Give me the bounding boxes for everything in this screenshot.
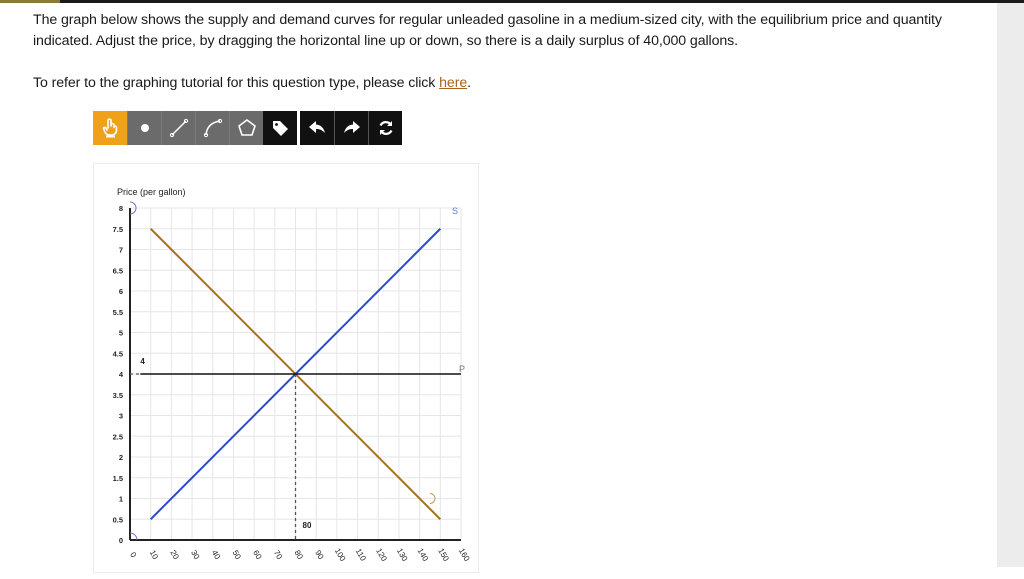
pointer-tool[interactable]	[93, 111, 127, 145]
top-accent	[0, 0, 60, 3]
y-tick-label: 3	[119, 412, 123, 421]
y-tick-label: 0	[119, 536, 123, 545]
y-tick-label: 5	[119, 329, 123, 338]
tutorial-line: To refer to the graphing tutorial for th…	[33, 73, 471, 94]
y-tick-label: 6.5	[113, 266, 123, 275]
supply-demand-chart[interactable]: Price (per gallon)0 10 20 30 40 50 60 70 80 90 100…	[94, 164, 480, 574]
x-tick-label: 80	[293, 549, 306, 562]
demand-end-handle[interactable]	[429, 493, 436, 504]
y-axis-label: Price (per gallon)	[117, 187, 186, 197]
window-top-border	[0, 0, 1024, 3]
x-tick-label: 90	[313, 549, 326, 562]
y-tick-label: 6	[119, 287, 123, 296]
x-tick-label: 70	[272, 549, 285, 562]
tutorial-link[interactable]: here	[439, 75, 468, 91]
x-tick-label: 0	[128, 551, 138, 560]
redo-arrow-icon	[343, 121, 360, 133]
supply-label: S	[452, 206, 458, 216]
y-tick-label: 3.5	[113, 391, 123, 400]
right-gutter	[997, 3, 1024, 567]
y-tick-label: 4.5	[113, 349, 123, 358]
line-tool[interactable]	[161, 111, 195, 145]
y-tick-label: 1.5	[113, 474, 123, 483]
x-tick-label: 150	[436, 547, 451, 564]
curve-tool[interactable]	[195, 111, 229, 145]
tag-icon	[273, 121, 288, 136]
polygon-tool[interactable]	[229, 111, 263, 145]
x-tick-label: 110	[354, 547, 368, 563]
x-tick-label: 60	[251, 549, 264, 562]
y-tick-label: 8	[119, 204, 123, 213]
redo-button[interactable]	[334, 111, 368, 145]
pentagon-icon	[237, 119, 256, 136]
label-tool[interactable]	[263, 111, 297, 145]
equilibrium-quantity-label: 80	[303, 521, 312, 530]
y-tick-label: 2.5	[113, 432, 123, 441]
x-tick-label: 160	[457, 547, 472, 564]
tutorial-suffix: .	[467, 75, 471, 91]
y-tick-label: 7.5	[113, 225, 123, 234]
line-segment-icon	[169, 118, 188, 138]
equilibrium-price-label: 4	[140, 357, 145, 366]
y-tick-label: 2	[119, 453, 123, 462]
x-tick-label: 20	[168, 549, 181, 562]
question-text: The graph below shows the supply and dem…	[33, 12, 942, 49]
x-tick-label: 120	[374, 547, 389, 564]
y-tick-label: 0.5	[113, 515, 123, 524]
refresh-icon	[379, 121, 392, 135]
x-tick-label: 10	[148, 549, 161, 562]
x-tick-label: 130	[395, 547, 410, 564]
undo-button[interactable]	[300, 111, 334, 145]
undo-arrow-icon	[309, 121, 325, 133]
price-line-label: P	[459, 364, 465, 374]
hand-pointer-icon	[102, 118, 118, 138]
demand-label-handle[interactable]	[129, 201, 137, 215]
x-tick-label: 50	[230, 549, 243, 562]
graph-toolbar	[93, 111, 402, 145]
x-tick-label: 100	[333, 547, 348, 564]
x-tick-label: 140	[416, 547, 431, 564]
y-tick-label: 1	[119, 495, 123, 504]
reset-button[interactable]	[368, 111, 402, 145]
origin-handle[interactable]	[129, 532, 138, 541]
curve-icon	[203, 118, 222, 138]
point-tool[interactable]	[127, 111, 161, 145]
x-tick-label: 40	[210, 549, 223, 562]
dot-icon	[140, 124, 149, 132]
graph-card: Price (per gallon) 0 10 20 30 40 50 60 70 80 90 100…	[93, 163, 479, 573]
y-tick-label: 7	[119, 246, 123, 255]
y-tick-label: 4	[119, 370, 124, 379]
tutorial-prefix: To refer to the graphing tutorial for th…	[33, 75, 440, 91]
x-tick-label: 30	[189, 549, 202, 562]
y-tick-label: 5.5	[113, 308, 123, 317]
